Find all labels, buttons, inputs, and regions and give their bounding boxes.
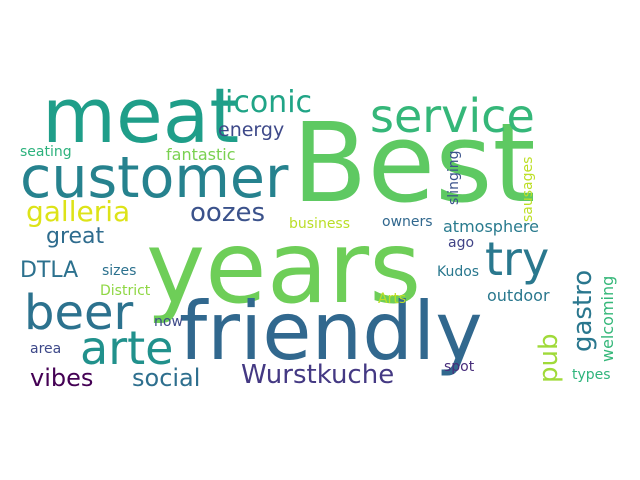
word-ago: ago: [448, 235, 475, 251]
word-types: types: [572, 367, 611, 383]
word-oozes: oozes: [190, 198, 266, 228]
word-seating: seating: [20, 144, 72, 160]
word-wurstkuche: Wurstkuche: [241, 360, 395, 390]
word-sausages: sausages: [520, 156, 536, 222]
word-sizes: sizes: [102, 263, 137, 279]
word-years: years: [146, 209, 422, 326]
word-try: try: [485, 232, 550, 286]
word-meat: meat: [42, 71, 240, 160]
word-spot: spot: [444, 359, 475, 375]
word-energy: energy: [218, 119, 285, 141]
word-arte: arte: [80, 321, 174, 375]
word-outdoor: outdoor: [487, 286, 550, 305]
word-service: service: [370, 89, 535, 143]
word-galleria: galleria: [26, 195, 131, 228]
word-customer: customer: [20, 145, 289, 211]
word-great: great: [46, 224, 105, 249]
word-business: business: [289, 216, 351, 232]
word-best: Best: [292, 99, 536, 227]
word-kudos: Kudos: [437, 264, 480, 280]
word-area: area: [30, 341, 62, 357]
word-arts: Arts: [378, 291, 407, 307]
word-owners: owners: [382, 214, 433, 230]
word-beer: beer: [24, 285, 134, 341]
word-district: District: [100, 283, 151, 299]
word-atmosphere: atmosphere: [443, 217, 539, 236]
word-dtla: DTLA: [20, 258, 79, 283]
word-iconic: iconic: [225, 85, 313, 120]
word-pub: pub: [534, 333, 564, 384]
word-slinging: slinging: [446, 150, 462, 205]
word-fantastic: fantastic: [166, 145, 236, 164]
word-gastro: gastro: [568, 269, 598, 352]
word-social: social: [132, 364, 201, 392]
word-welcoming: welcoming: [598, 275, 617, 362]
word-now: now: [154, 314, 183, 330]
word-friendly: friendly: [179, 285, 483, 378]
word-vibes: vibes: [30, 364, 94, 392]
